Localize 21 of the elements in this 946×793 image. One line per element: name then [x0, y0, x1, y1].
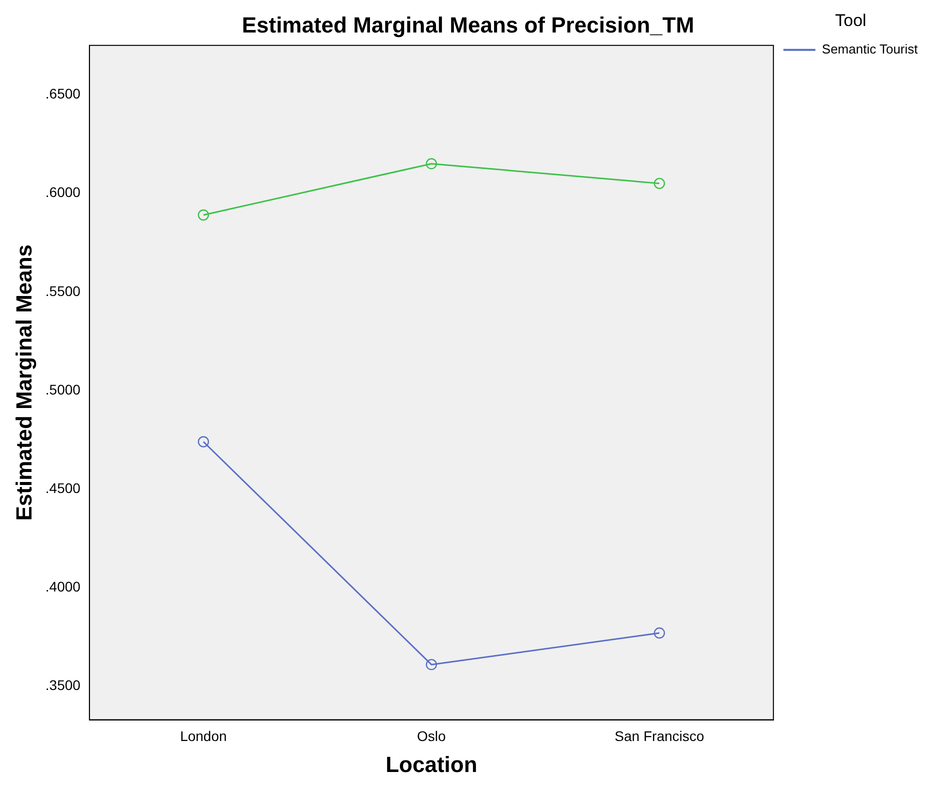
x-tick-label: San Francisco [614, 728, 704, 744]
legend-title: Tool [835, 11, 866, 30]
point [426, 158, 438, 170]
x-axis-title: Location [386, 752, 478, 777]
legend-label: Semantic Tourist [822, 41, 918, 56]
y-axis-title: Estimated Marginal Means [11, 244, 36, 521]
point [654, 178, 666, 190]
point [654, 627, 666, 639]
point [198, 209, 210, 221]
point [198, 436, 210, 448]
y-tick-label: .3500 [45, 677, 81, 694]
y-tick-label: .5000 [45, 381, 81, 398]
y-tick-label: .4500 [45, 480, 81, 496]
chart-title: Estimated Marginal Means of Precision_TM [242, 12, 694, 38]
y-tick-label: .6500 [45, 86, 81, 102]
y-tick-label: .4000 [45, 578, 81, 595]
x-tick-label: London [180, 728, 227, 744]
point [426, 658, 438, 670]
y-tick-label: .5500 [45, 282, 81, 299]
x-tick-label: Oslo [417, 728, 446, 744]
y-tick-label: .6000 [45, 184, 81, 200]
